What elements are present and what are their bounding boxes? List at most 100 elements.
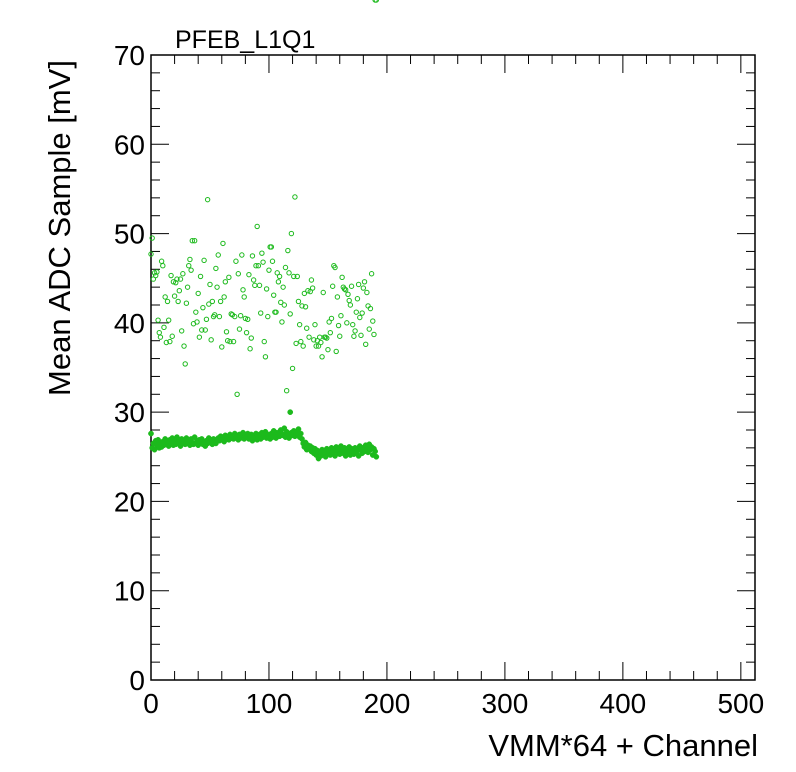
open-data-point <box>366 326 372 332</box>
open-data-point <box>201 257 207 264</box>
open-data-point <box>183 300 190 306</box>
open-data-point <box>327 329 334 336</box>
filled-data-point <box>372 448 378 455</box>
open-data-point <box>360 285 367 291</box>
open-data-point <box>174 276 180 282</box>
open-data-point <box>219 344 225 350</box>
open-data-point <box>325 346 331 353</box>
open-data-point <box>163 339 170 346</box>
axis-tick-labels: 0 100 200 300 400 500 0 10 20 30 40 50 60 70 <box>114 40 764 719</box>
open-data-point <box>199 327 205 333</box>
open-data-point <box>168 272 174 279</box>
open-data-point <box>328 315 335 322</box>
open-data-point <box>232 313 238 320</box>
open-data-point <box>355 281 362 288</box>
open-data-point <box>253 263 259 269</box>
open-data-point <box>324 335 330 341</box>
open-data-point <box>345 291 351 297</box>
x-axis-label: VMM*64 + Channel <box>488 728 758 763</box>
open-data-point <box>285 247 291 254</box>
open-data-point <box>273 309 279 315</box>
y-tick-label: 50 <box>114 219 145 250</box>
open-data-point <box>367 305 374 312</box>
open-data-point <box>326 319 332 325</box>
open-data-point <box>313 343 319 349</box>
open-data-point <box>295 298 302 305</box>
data-markers <box>148 0 380 462</box>
open-data-point <box>337 333 343 339</box>
open-data-point <box>296 321 303 328</box>
x-tick-label: 0 <box>143 688 159 719</box>
open-data-point <box>262 354 269 360</box>
open-data-point <box>339 274 345 281</box>
x-tick-label: 500 <box>717 688 764 719</box>
open-data-point <box>320 289 326 296</box>
open-data-point <box>181 343 187 349</box>
open-data-point <box>169 333 175 339</box>
open-data-point <box>194 319 200 325</box>
open-data-point <box>359 310 365 316</box>
open-data-point <box>178 328 185 334</box>
open-data-point <box>368 271 375 277</box>
open-data-point <box>335 322 342 329</box>
open-data-point <box>261 338 267 345</box>
open-data-point <box>353 309 359 315</box>
open-data-point <box>230 338 237 345</box>
open-data-point <box>208 337 214 343</box>
open-data-point <box>286 270 292 276</box>
open-data-point <box>311 337 317 343</box>
open-data-point <box>204 196 211 203</box>
open-data-point <box>239 252 245 258</box>
open-data-point <box>149 235 155 241</box>
filled-data-point <box>295 426 302 432</box>
open-data-point <box>213 265 219 272</box>
open-data-point <box>300 343 306 349</box>
filled-data-point <box>287 409 294 415</box>
open-data-point <box>274 270 280 276</box>
open-data-point <box>306 334 312 340</box>
open-data-point <box>288 230 295 237</box>
filled-data-point <box>148 430 154 437</box>
open-data-point <box>200 304 206 311</box>
open-data-point <box>283 388 290 394</box>
open-data-point <box>228 311 234 317</box>
open-data-point <box>223 329 230 335</box>
open-data-point <box>158 258 165 264</box>
open-data-point <box>175 298 181 305</box>
open-data-point <box>182 361 188 367</box>
x-tick-label: 100 <box>246 688 293 719</box>
open-data-point <box>148 251 154 257</box>
open-data-point <box>307 288 313 295</box>
open-data-point <box>294 273 300 280</box>
y-tick-label: 30 <box>114 397 145 428</box>
open-data-point <box>315 343 322 349</box>
open-data-point <box>162 294 168 300</box>
open-data-point <box>156 329 162 336</box>
open-data-point <box>308 277 315 283</box>
open-data-point <box>161 324 167 331</box>
open-data-point <box>227 338 233 345</box>
open-data-point <box>312 321 318 328</box>
open-data-point <box>164 298 171 305</box>
open-data-point <box>254 223 260 230</box>
open-data-point <box>195 290 201 297</box>
x-tick-label: 400 <box>600 688 647 719</box>
open-data-point <box>176 288 183 294</box>
open-data-point <box>347 302 354 308</box>
open-data-point <box>177 276 184 282</box>
open-data-point <box>334 294 341 300</box>
x-tick-label: 200 <box>364 688 411 719</box>
open-data-point <box>292 194 298 200</box>
open-data-point <box>289 365 296 372</box>
open-data-point <box>203 316 210 322</box>
open-data-point <box>322 334 329 340</box>
open-data-point <box>191 238 198 244</box>
open-data-point <box>358 332 364 339</box>
open-data-point <box>256 282 263 289</box>
plot-frame <box>150 54 756 681</box>
open-data-point <box>338 313 344 319</box>
open-data-point <box>309 285 316 291</box>
open-data-point <box>281 302 288 308</box>
open-data-point <box>206 301 212 307</box>
